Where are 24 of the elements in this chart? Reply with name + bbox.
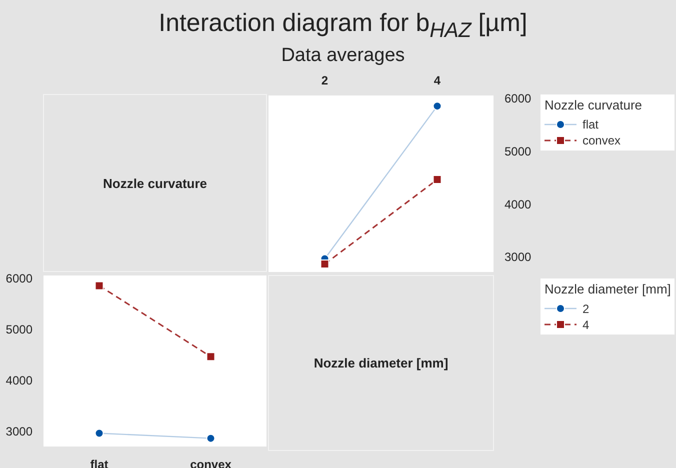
point — [94, 281, 104, 290]
point — [94, 428, 104, 438]
legend-label: convex — [582, 134, 621, 148]
text: Data averages — [280, 45, 406, 67]
y-tick-label: 5000 — [6, 322, 33, 337]
text: Nozzle diameter [mm] — [314, 356, 448, 370]
point — [206, 434, 216, 443]
y-tick-label: 3000 — [6, 424, 33, 439]
legend-title: Nozzle curvature — [544, 98, 642, 112]
y-tick-label: 4000 — [504, 197, 532, 212]
text: Nozzle curvature — [102, 176, 208, 191]
legend-title: Nozzle diameter [mm] — [544, 282, 671, 296]
y-tick-label: 3000 — [504, 250, 532, 264]
y-tick-label: 6000 — [6, 272, 33, 286]
point — [206, 352, 216, 362]
point — [432, 175, 442, 184]
y-tick-label: 6000 — [504, 92, 532, 106]
text: Interaction diagram for b$_{HAZ}$ [µm] — [158, 9, 528, 44]
y-tick-label: 5000 — [504, 144, 532, 158]
point — [432, 102, 442, 111]
legend-label: 2 — [582, 302, 590, 316]
legend-label: flat — [582, 118, 600, 132]
y-tick-label: 4000 — [6, 374, 33, 388]
legend-label: 4 — [582, 318, 590, 332]
